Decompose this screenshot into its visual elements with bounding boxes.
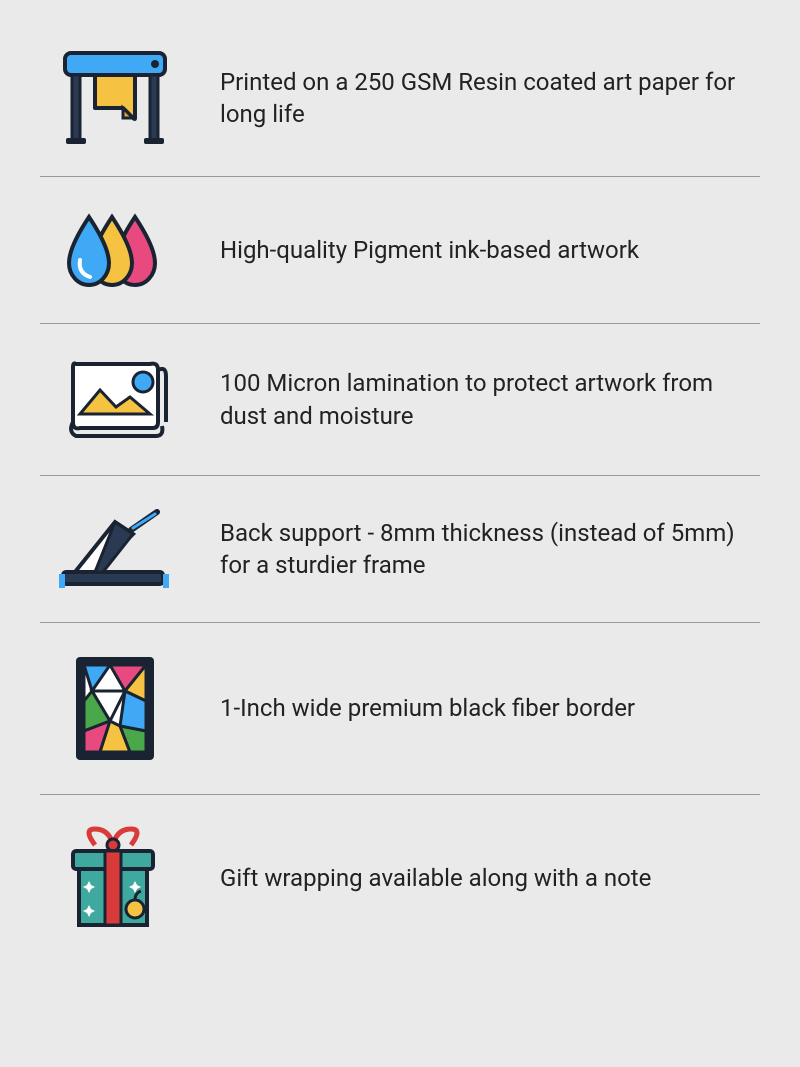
frame-border-icon bbox=[40, 651, 190, 766]
feature-row: 1-Inch wide premium black fiber border bbox=[40, 623, 760, 794]
ink-drops-icon bbox=[40, 205, 190, 295]
feature-text: 1-Inch wide premium black fiber border bbox=[190, 692, 760, 724]
feature-text: 100 Micron lamination to protect artwork… bbox=[190, 367, 760, 432]
feature-row: Gift wrapping available along with a not… bbox=[40, 795, 760, 961]
feature-text: Printed on a 250 GSM Resin coated art pa… bbox=[190, 66, 760, 131]
feature-text: Back support - 8mm thickness (instead of… bbox=[190, 517, 760, 582]
gift-wrap-icon bbox=[40, 823, 190, 933]
printer-icon bbox=[40, 48, 190, 148]
feature-list: Printed on a 250 GSM Resin coated art pa… bbox=[0, 0, 800, 981]
back-support-icon bbox=[40, 504, 190, 594]
feature-text: High-quality Pigment ink-based artwork bbox=[190, 234, 760, 266]
feature-row: Printed on a 250 GSM Resin coated art pa… bbox=[40, 20, 760, 176]
lamination-icon bbox=[40, 352, 190, 447]
feature-row: High-quality Pigment ink-based artwork bbox=[40, 177, 760, 323]
feature-text: Gift wrapping available along with a not… bbox=[190, 862, 760, 894]
feature-row: Back support - 8mm thickness (instead of… bbox=[40, 476, 760, 622]
feature-row: 100 Micron lamination to protect artwork… bbox=[40, 324, 760, 475]
